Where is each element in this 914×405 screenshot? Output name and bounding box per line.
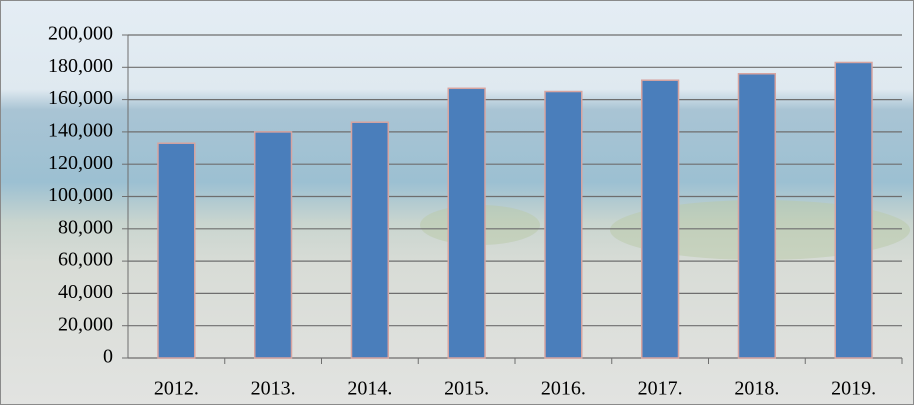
- y-tick-label: 140,000: [48, 119, 113, 141]
- bar: [640, 79, 680, 359]
- bar: [834, 61, 873, 359]
- bar: [350, 121, 390, 359]
- x-tick-label: 2015.: [444, 378, 489, 400]
- y-tick-label: 0: [103, 346, 113, 368]
- y-tick-label: 120,000: [48, 152, 113, 174]
- x-tick-label: 2018.: [734, 378, 779, 400]
- x-tick-label: 2017.: [638, 378, 683, 400]
- bar: [447, 87, 486, 359]
- y-tick-label: 20,000: [58, 313, 113, 335]
- y-tick-label: 80,000: [58, 216, 113, 238]
- x-tick-label: 2012.: [154, 378, 199, 400]
- x-tick-label: 2016.: [541, 378, 586, 400]
- y-tick-label: 60,000: [58, 249, 113, 271]
- bar: [157, 142, 196, 359]
- y-tick-label: 100,000: [48, 184, 113, 206]
- bar: [253, 131, 293, 359]
- y-tick-label: 180,000: [48, 55, 113, 77]
- x-tick-label: 2014.: [347, 378, 392, 400]
- y-tick-label: 160,000: [48, 87, 113, 109]
- x-tick-label: 2013.: [251, 378, 296, 400]
- x-tick-label: 2019.: [831, 378, 876, 400]
- y-tick-label: 40,000: [58, 281, 113, 303]
- y-tick-label: 200,000: [48, 23, 113, 45]
- bar: [737, 73, 777, 359]
- bar: [544, 90, 583, 359]
